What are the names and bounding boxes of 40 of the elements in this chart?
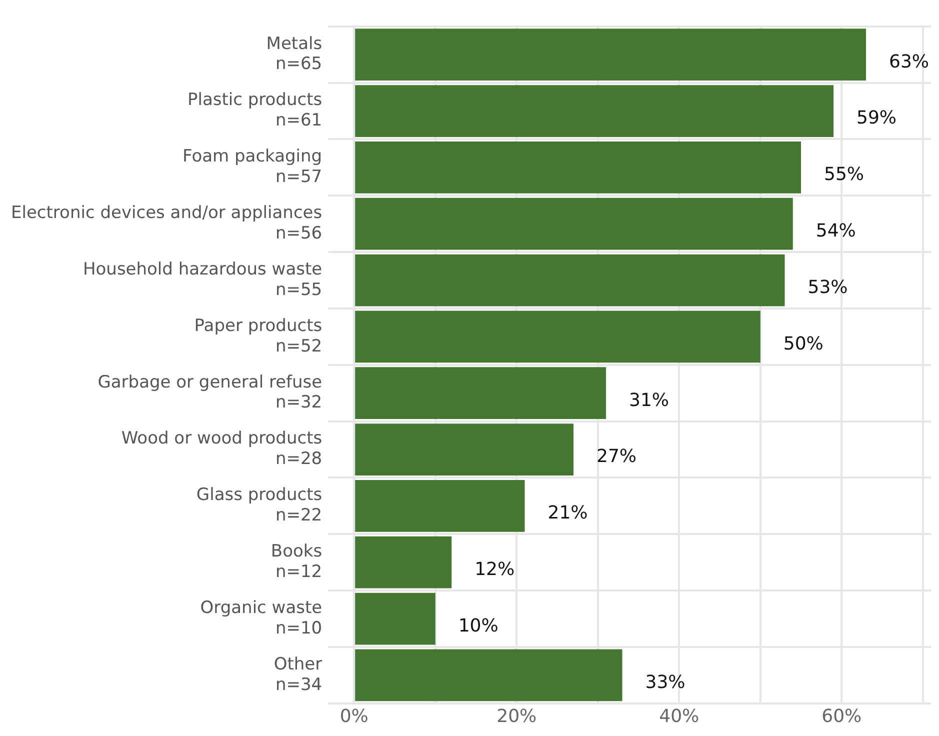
data-label: 50%: [783, 333, 824, 354]
bar: [355, 254, 785, 306]
y-tick-label: Electronic devices and/or appliances n=56: [10, 203, 322, 244]
data-label: 31%: [628, 390, 670, 411]
bar: [355, 141, 801, 194]
y-tick-label: Plastic products n=61: [187, 90, 322, 131]
data-label: 53%: [808, 276, 848, 298]
bar: [355, 592, 436, 645]
y-tick-label: Paper products n=52: [194, 316, 322, 356]
y-tick-label: Other n=34: [274, 654, 322, 695]
data-label: 10%: [458, 615, 498, 636]
x-tick-label: 60%: [822, 706, 862, 727]
bar: [355, 424, 574, 476]
bar: [355, 198, 793, 250]
data-label: 12%: [474, 559, 515, 580]
bar: [355, 480, 525, 532]
data-label: 54%: [816, 220, 856, 242]
bar: [355, 28, 866, 81]
x-tick-label: 0%: [340, 706, 368, 727]
bar: [355, 310, 760, 363]
bar: [355, 536, 452, 588]
y-tick-label: Books n=12: [270, 542, 322, 582]
bar: [355, 367, 606, 420]
y-tick-label: Organic waste n=10: [200, 598, 322, 638]
y-tick-label: Garbage or general refuse n=32: [98, 372, 322, 413]
data-label: 33%: [645, 672, 686, 693]
data-label: 27%: [596, 446, 637, 468]
data-label: 59%: [856, 108, 897, 129]
bar: [355, 85, 834, 137]
y-tick-label: Foam packaging n=57: [182, 146, 322, 188]
x-tick-label: 40%: [659, 706, 700, 727]
data-label: 63%: [889, 51, 930, 72]
bar: [355, 649, 622, 702]
y-tick-label: Glass products n=22: [196, 485, 322, 526]
data-label: 21%: [548, 502, 588, 524]
data-label: 55%: [824, 164, 864, 186]
x-tick-label: 20%: [496, 706, 537, 727]
y-tick-label: Household hazardous waste n=55: [82, 259, 322, 300]
y-tick-label: Metals n=65: [266, 34, 322, 74]
y-tick-label: Wood or wood products n=28: [121, 428, 322, 470]
